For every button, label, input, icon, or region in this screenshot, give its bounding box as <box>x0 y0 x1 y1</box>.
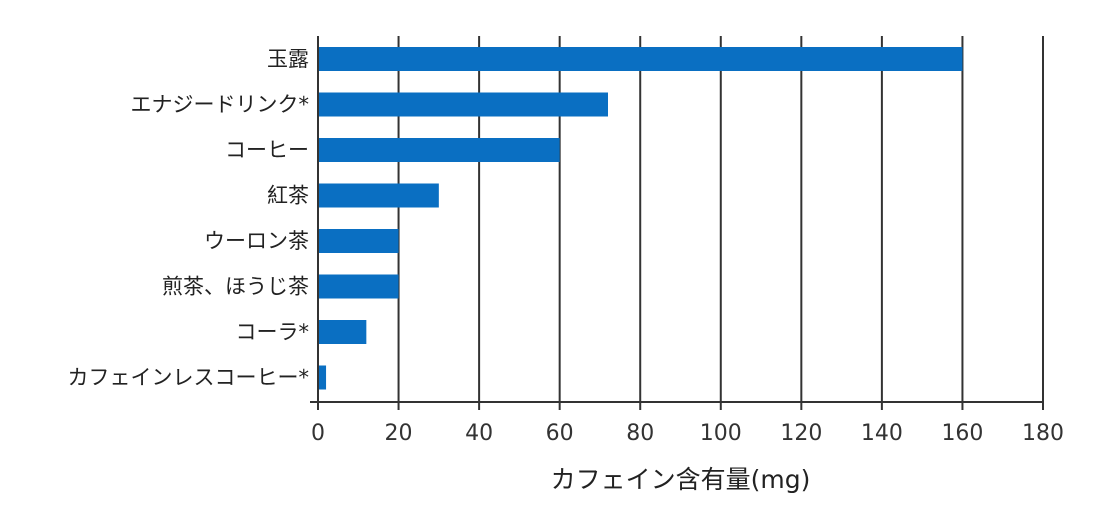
x-tick-label: 0 <box>311 421 325 446</box>
x-tick-label: 160 <box>941 421 983 446</box>
category-label: エナジードリンク* <box>131 93 310 117</box>
bar-2 <box>318 138 560 162</box>
bar-4 <box>318 229 399 253</box>
axes <box>310 36 1043 410</box>
x-axis-title: カフェイン含有量(mg) <box>551 465 811 494</box>
category-label: 煎茶、ほうじ茶 <box>162 275 309 299</box>
x-tick-label: 120 <box>780 421 822 446</box>
category-label: 玉露 <box>267 47 309 71</box>
bar-3 <box>318 183 439 208</box>
bar-7 <box>318 365 327 390</box>
category-label: 紅茶 <box>267 184 309 208</box>
bar-0 <box>318 47 963 71</box>
x-tick-labels: 0 20 40 60 80 100 120 140 160 180 <box>311 402 1064 446</box>
x-tick-label: 20 <box>385 421 413 446</box>
bar-6 <box>318 320 367 344</box>
x-tick-label: 60 <box>546 421 574 446</box>
gridlines <box>397 36 1044 402</box>
category-label: コーヒー <box>225 138 309 162</box>
x-tick-label: 140 <box>861 421 903 446</box>
bar-1 <box>318 92 608 117</box>
category-label: コーラ* <box>236 320 310 344</box>
x-tick-label: 80 <box>626 421 654 446</box>
x-tick-label: 100 <box>700 421 742 446</box>
x-tick-label: 40 <box>465 421 493 446</box>
category-label: ウーロン茶 <box>204 229 309 253</box>
category-label: カフェインレスコーヒー* <box>68 366 310 390</box>
x-tick-label: 180 <box>1022 421 1064 446</box>
bar-5 <box>318 274 399 299</box>
bars <box>318 47 963 390</box>
